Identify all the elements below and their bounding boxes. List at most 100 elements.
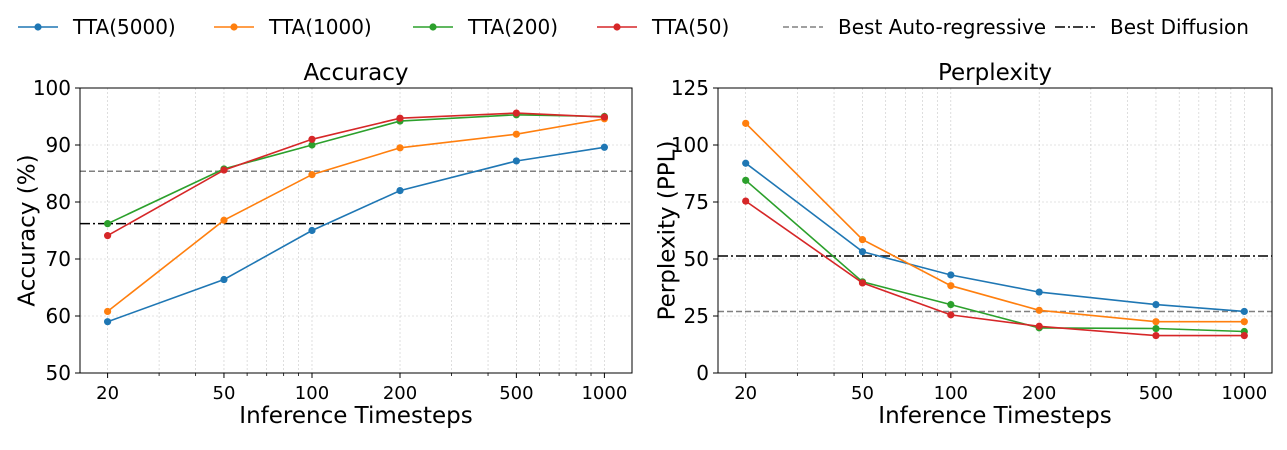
chart-title: Accuracy bbox=[303, 60, 408, 86]
data-point bbox=[742, 176, 750, 184]
legend: TTA(5000) TTA(1000) TTA(200) TTA(50) Best Au… bbox=[18, 15, 1249, 39]
data-point bbox=[1035, 322, 1043, 330]
x-tick-label: 50 bbox=[851, 383, 874, 404]
data-point bbox=[220, 275, 228, 284]
series-tta-50 bbox=[104, 109, 609, 240]
series-line-tta-50 bbox=[107, 112, 605, 237]
data-point bbox=[1035, 306, 1043, 314]
data-point bbox=[742, 119, 750, 127]
data-point bbox=[104, 318, 112, 326]
data-point bbox=[396, 144, 404, 152]
series-line-tta-1000 bbox=[745, 122, 1245, 323]
y-tick-label: 60 bbox=[46, 304, 71, 328]
legend-entry-tta-5000: TTA(5000) bbox=[18, 15, 176, 39]
series-line-tta-200 bbox=[107, 113, 605, 225]
data-point bbox=[1240, 307, 1248, 316]
data-point bbox=[104, 232, 112, 240]
legend-label: Best Diffusion bbox=[1110, 15, 1249, 39]
y-tick-label: 50 bbox=[46, 361, 71, 385]
series-tta-5000 bbox=[104, 143, 609, 326]
series-tta-1000 bbox=[104, 115, 609, 316]
legend-marker-tta-5000 bbox=[34, 23, 42, 31]
series-line-tta-200 bbox=[745, 179, 1245, 333]
data-point bbox=[858, 279, 867, 287]
legend-entry-tta-50: TTA(50) bbox=[597, 15, 729, 39]
x-tick-label: 1000 bbox=[1221, 383, 1267, 404]
x-tick-label: 100 bbox=[295, 383, 329, 404]
data-point bbox=[308, 135, 316, 143]
x-axis-label: Inference Timesteps bbox=[239, 403, 472, 429]
accuracy-chart: 20 50 100 200 500 1000 50 60 70 80 90 100 Accuracy In… bbox=[15, 60, 633, 429]
plot-frame bbox=[717, 87, 1273, 374]
data-point bbox=[1152, 318, 1160, 326]
data-point bbox=[947, 301, 955, 309]
legend-entry-tta-1000: TTA(1000) bbox=[214, 15, 372, 39]
data-point bbox=[104, 220, 112, 228]
data-point bbox=[947, 311, 955, 319]
x-tick-label: 1000 bbox=[581, 383, 627, 404]
plot-frame bbox=[79, 87, 633, 374]
x-tick-label: 20 bbox=[96, 383, 119, 404]
y-tick-label: 25 bbox=[684, 304, 709, 328]
y-tick-label: 80 bbox=[46, 190, 71, 214]
data-point bbox=[1152, 332, 1160, 340]
perplexity-chart: 20 50 100 200 500 1000 0 25 50 75 100 125 Perplexity… bbox=[655, 60, 1273, 429]
y-tick-label: 90 bbox=[46, 133, 71, 157]
data-point bbox=[858, 248, 867, 256]
x-tick-label: 200 bbox=[1022, 383, 1056, 404]
data-point bbox=[220, 216, 228, 224]
x-tick-label: 20 bbox=[734, 383, 757, 404]
data-point bbox=[1240, 318, 1248, 326]
legend-label: TTA(50) bbox=[651, 15, 729, 39]
series-line-tta-1000 bbox=[107, 118, 605, 313]
legend-entry-best-diffusion: Best Diffusion bbox=[1055, 15, 1249, 39]
x-tick-label: 100 bbox=[934, 383, 968, 404]
data-point bbox=[512, 130, 520, 138]
data-point bbox=[600, 113, 609, 121]
data-point bbox=[512, 109, 520, 117]
data-point bbox=[308, 171, 316, 179]
series-line-tta-50 bbox=[745, 200, 1245, 337]
legend-label: TTA(1000) bbox=[268, 15, 372, 39]
series-tta-1000 bbox=[742, 119, 1248, 326]
series-line-tta-5000 bbox=[745, 162, 1245, 313]
y-tick-label: 100 bbox=[33, 76, 71, 100]
data-point bbox=[104, 307, 112, 316]
chart-title: Perplexity bbox=[938, 60, 1052, 86]
data-point bbox=[947, 271, 955, 279]
y-tick-label: 75 bbox=[684, 190, 709, 214]
data-point bbox=[308, 226, 316, 235]
data-point bbox=[858, 236, 867, 244]
x-tick-label: 200 bbox=[383, 383, 417, 404]
data-point bbox=[1152, 301, 1160, 309]
data-point bbox=[220, 166, 228, 174]
legend-entry-tta-200: TTA(200) bbox=[413, 15, 558, 39]
data-point bbox=[308, 141, 316, 149]
data-point bbox=[742, 159, 750, 167]
grid bbox=[80, 87, 632, 374]
series-tta-5000 bbox=[742, 159, 1248, 316]
data-point bbox=[1240, 332, 1248, 340]
legend-marker-tta-1000 bbox=[230, 23, 238, 31]
y-tick-label: 50 bbox=[684, 247, 709, 271]
data-point bbox=[396, 187, 404, 195]
data-point bbox=[512, 157, 520, 165]
data-point bbox=[742, 197, 750, 205]
x-tick-label: 500 bbox=[1139, 383, 1173, 404]
data-point bbox=[947, 282, 955, 290]
y-tick-label: 125 bbox=[671, 76, 709, 100]
x-axis-label: Inference Timesteps bbox=[878, 403, 1111, 429]
data-point bbox=[396, 114, 404, 122]
y-axis-label: Accuracy (%) bbox=[15, 154, 41, 306]
legend-marker-tta-50 bbox=[613, 23, 621, 31]
y-tick-label: 100 bbox=[671, 133, 709, 157]
legend-label: TTA(5000) bbox=[72, 15, 176, 39]
data-point bbox=[1035, 288, 1043, 296]
series-tta-50 bbox=[742, 197, 1248, 340]
y-tick-label: 0 bbox=[696, 361, 709, 385]
x-tick-label: 500 bbox=[499, 383, 533, 404]
x-tick-label: 50 bbox=[213, 383, 236, 404]
data-point bbox=[1152, 324, 1160, 333]
legend-label: TTA(200) bbox=[467, 15, 558, 39]
